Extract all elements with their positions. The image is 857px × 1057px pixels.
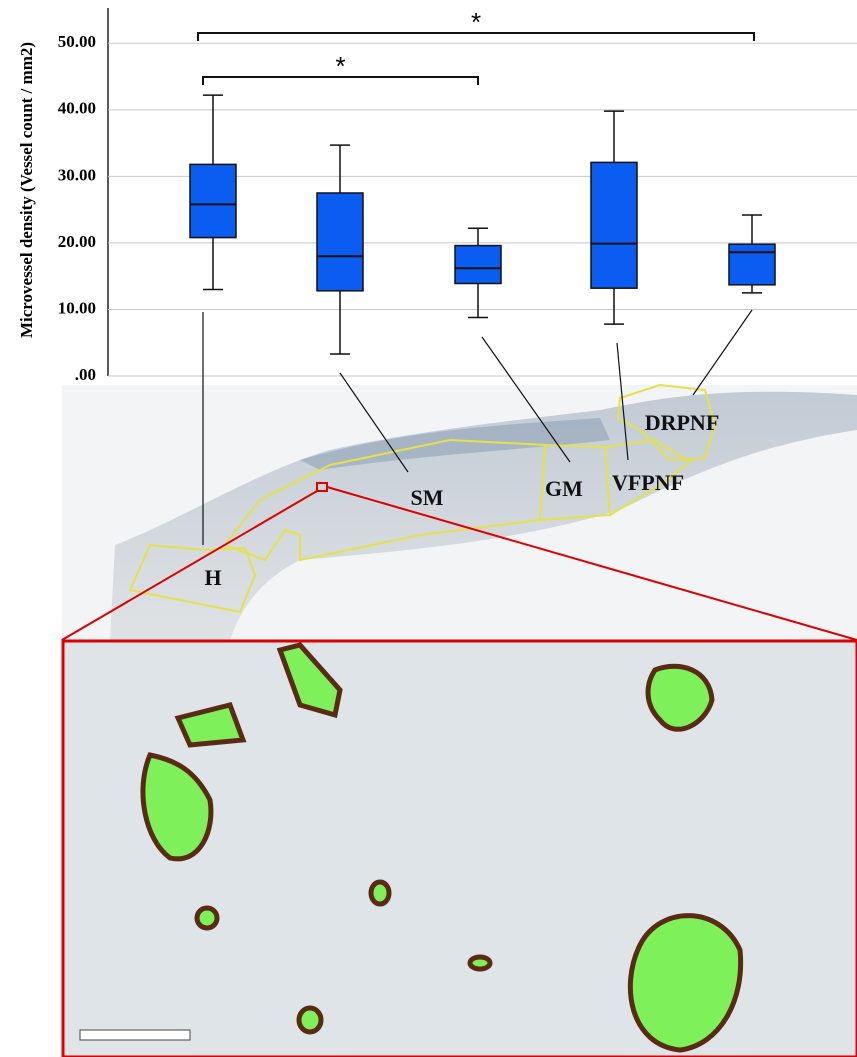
y-tick-label: 30.00 — [58, 165, 96, 184]
box — [190, 164, 236, 237]
figure: Microvessel density (Vessel count / mm2)… — [0, 0, 857, 1057]
box — [455, 246, 501, 284]
y-tick-label: 10.00 — [58, 298, 96, 317]
histology-overview — [62, 385, 857, 640]
y-tick-label: 40.00 — [58, 99, 96, 118]
y-axis-label: Microvessel density (Vessel count / mm2) — [17, 42, 36, 338]
histology-zoom — [63, 641, 857, 1057]
region-label: VFPNF — [612, 470, 684, 495]
significance-star: * — [335, 51, 345, 81]
connector — [693, 310, 752, 395]
y-tick-label: 50.00 — [58, 32, 96, 51]
region-label: SM — [411, 485, 444, 510]
region-label: H — [204, 565, 221, 590]
page: Microvessel density (Vessel count / mm2)… — [0, 0, 857, 1057]
y-tick-label: 20.00 — [58, 232, 96, 251]
region-label: DRPNF — [645, 410, 720, 435]
y-tick-label: .00 — [75, 365, 96, 384]
box — [591, 162, 637, 288]
region-label: GM — [545, 476, 583, 501]
box — [317, 193, 363, 291]
plot: Microvessel density (Vessel count / mm2) — [17, 8, 108, 376]
significance-star: * — [471, 7, 481, 37]
box — [729, 244, 775, 285]
